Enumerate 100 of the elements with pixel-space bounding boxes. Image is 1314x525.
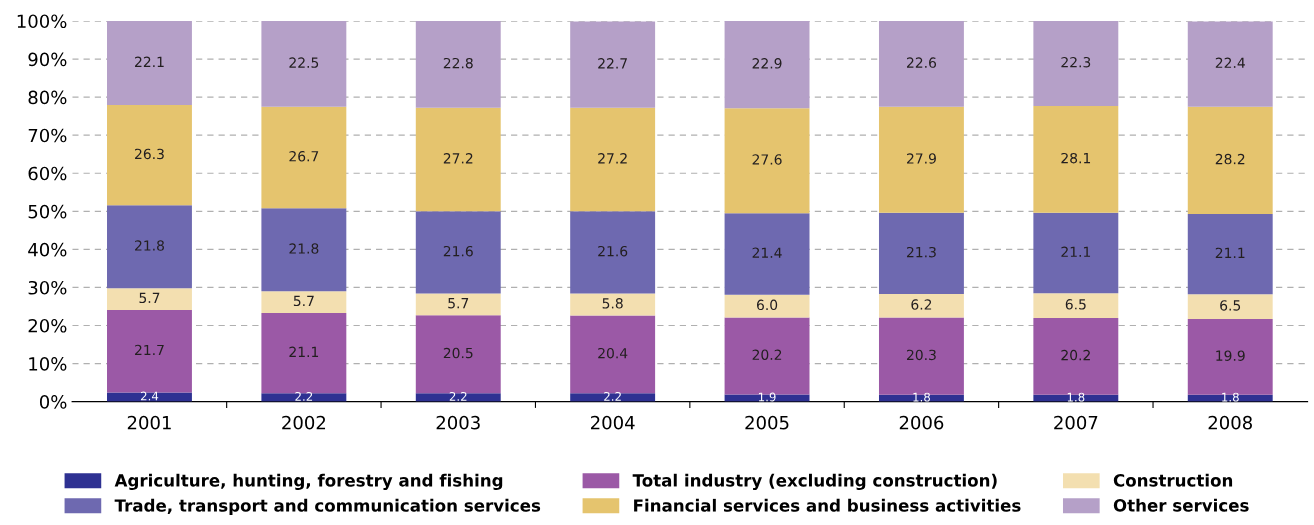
data-label: 26.7 bbox=[289, 150, 319, 162]
data-label: 22.8 bbox=[443, 57, 473, 69]
legend-label: Construction bbox=[1113, 473, 1233, 487]
y-tick-label: 100% bbox=[17, 14, 67, 29]
data-label: 21.3 bbox=[907, 246, 936, 258]
y-tick-label: 0% bbox=[39, 395, 67, 409]
data-label: 27.6 bbox=[752, 154, 782, 165]
data-label: 27.2 bbox=[443, 153, 473, 164]
data-label: 1.9 bbox=[758, 392, 776, 402]
y-tick-label: 40% bbox=[28, 242, 67, 257]
bar bbox=[1187, 106, 1273, 214]
y-tick-label: 50% bbox=[28, 204, 67, 219]
data-label: 26.3 bbox=[135, 148, 164, 160]
data-label: 21.1 bbox=[1215, 247, 1245, 258]
bar bbox=[1033, 293, 1119, 318]
bar bbox=[878, 21, 964, 107]
data-label: 5.7 bbox=[293, 295, 314, 307]
bar bbox=[570, 211, 656, 294]
y-tick-label: 80% bbox=[28, 90, 67, 105]
y-tick-label: 90% bbox=[28, 52, 67, 67]
bar bbox=[724, 294, 810, 318]
data-label: 6.0 bbox=[756, 299, 778, 311]
data-label: 6.5 bbox=[1220, 300, 1241, 311]
data-label: 5.8 bbox=[602, 298, 623, 309]
data-label: 1.8 bbox=[1067, 392, 1085, 402]
bar bbox=[724, 21, 810, 109]
bar bbox=[107, 105, 192, 206]
bar bbox=[415, 315, 501, 394]
data-label: 22.7 bbox=[598, 58, 627, 69]
bar bbox=[570, 21, 656, 108]
data-label: 2.2 bbox=[295, 391, 313, 401]
y-tick-label: 30% bbox=[28, 280, 67, 295]
bar bbox=[261, 291, 347, 313]
bar bbox=[261, 208, 347, 292]
bar bbox=[107, 21, 192, 106]
data-label: 20.2 bbox=[1061, 349, 1090, 361]
bar bbox=[724, 108, 810, 214]
y-tick-label: 70% bbox=[28, 128, 67, 143]
bar bbox=[107, 309, 192, 393]
bar bbox=[415, 393, 501, 402]
legend-label: Total industry (excluding construction) bbox=[632, 473, 997, 491]
data-label: 2.4 bbox=[140, 391, 159, 401]
y-tick-label: 60% bbox=[28, 166, 67, 181]
x-tick-label: 2008 bbox=[1208, 415, 1252, 430]
bar bbox=[878, 106, 964, 213]
data-label: 2.2 bbox=[604, 391, 621, 401]
x-tick-label: 2006 bbox=[899, 415, 944, 430]
data-label: 5.7 bbox=[139, 292, 160, 304]
data-label: 21.6 bbox=[598, 245, 628, 257]
bar bbox=[107, 392, 192, 402]
data-label: 27.9 bbox=[907, 153, 936, 164]
data-label: 21.4 bbox=[752, 247, 782, 258]
x-tick-label: 2007 bbox=[1054, 415, 1098, 430]
bar bbox=[1187, 213, 1273, 295]
bar bbox=[415, 293, 501, 316]
x-tick-label: 2001 bbox=[127, 415, 171, 430]
bar bbox=[1187, 294, 1273, 320]
legend-label: Trade, transport and communication services bbox=[114, 498, 541, 515]
bar bbox=[261, 312, 347, 394]
legend-label: Financial services and business activities bbox=[634, 498, 1021, 512]
data-label: 21.1 bbox=[289, 346, 319, 357]
bar bbox=[1033, 21, 1119, 106]
bar bbox=[1033, 212, 1119, 294]
x-tick-label: 2003 bbox=[436, 415, 480, 430]
data-label: 19.9 bbox=[1216, 350, 1245, 361]
bar bbox=[724, 394, 810, 402]
bar bbox=[261, 393, 347, 402]
data-label: 21.7 bbox=[135, 344, 164, 356]
data-label: 2.2 bbox=[449, 391, 467, 401]
data-label: 22.1 bbox=[135, 56, 164, 67]
y-tick-label: 20% bbox=[28, 318, 67, 333]
bar bbox=[107, 288, 192, 310]
data-label: 22.4 bbox=[1215, 57, 1245, 68]
legend-label: Agriculture, hunting, forestry and fishing bbox=[114, 473, 503, 491]
bar bbox=[570, 393, 656, 402]
data-label: 22.6 bbox=[907, 57, 937, 68]
bar bbox=[415, 107, 501, 212]
x-tick-label: 2005 bbox=[745, 415, 789, 430]
bar bbox=[570, 107, 656, 212]
data-label: 20.3 bbox=[907, 349, 936, 361]
bar bbox=[261, 21, 347, 107]
bar bbox=[261, 106, 347, 209]
data-label: 1.8 bbox=[913, 392, 931, 402]
data-label: 5.7 bbox=[448, 298, 469, 309]
data-label: 1.8 bbox=[1222, 392, 1239, 402]
data-label: 21.6 bbox=[443, 245, 473, 257]
data-label: 21.8 bbox=[135, 240, 164, 251]
data-label: 21.8 bbox=[289, 243, 319, 254]
data-label: 27.2 bbox=[598, 153, 627, 164]
data-label: 20.2 bbox=[752, 349, 782, 360]
y-tick-label: 10% bbox=[29, 357, 67, 371]
data-label: 6.5 bbox=[1065, 299, 1086, 310]
bar bbox=[724, 213, 810, 295]
bar bbox=[415, 21, 501, 108]
data-label: 6.2 bbox=[911, 299, 932, 310]
data-label: 28.2 bbox=[1215, 153, 1245, 165]
data-label: 22.5 bbox=[289, 57, 319, 68]
data-label: 21.1 bbox=[1061, 246, 1091, 257]
data-label: 22.3 bbox=[1061, 56, 1091, 68]
x-tick-label: 2002 bbox=[282, 415, 326, 430]
